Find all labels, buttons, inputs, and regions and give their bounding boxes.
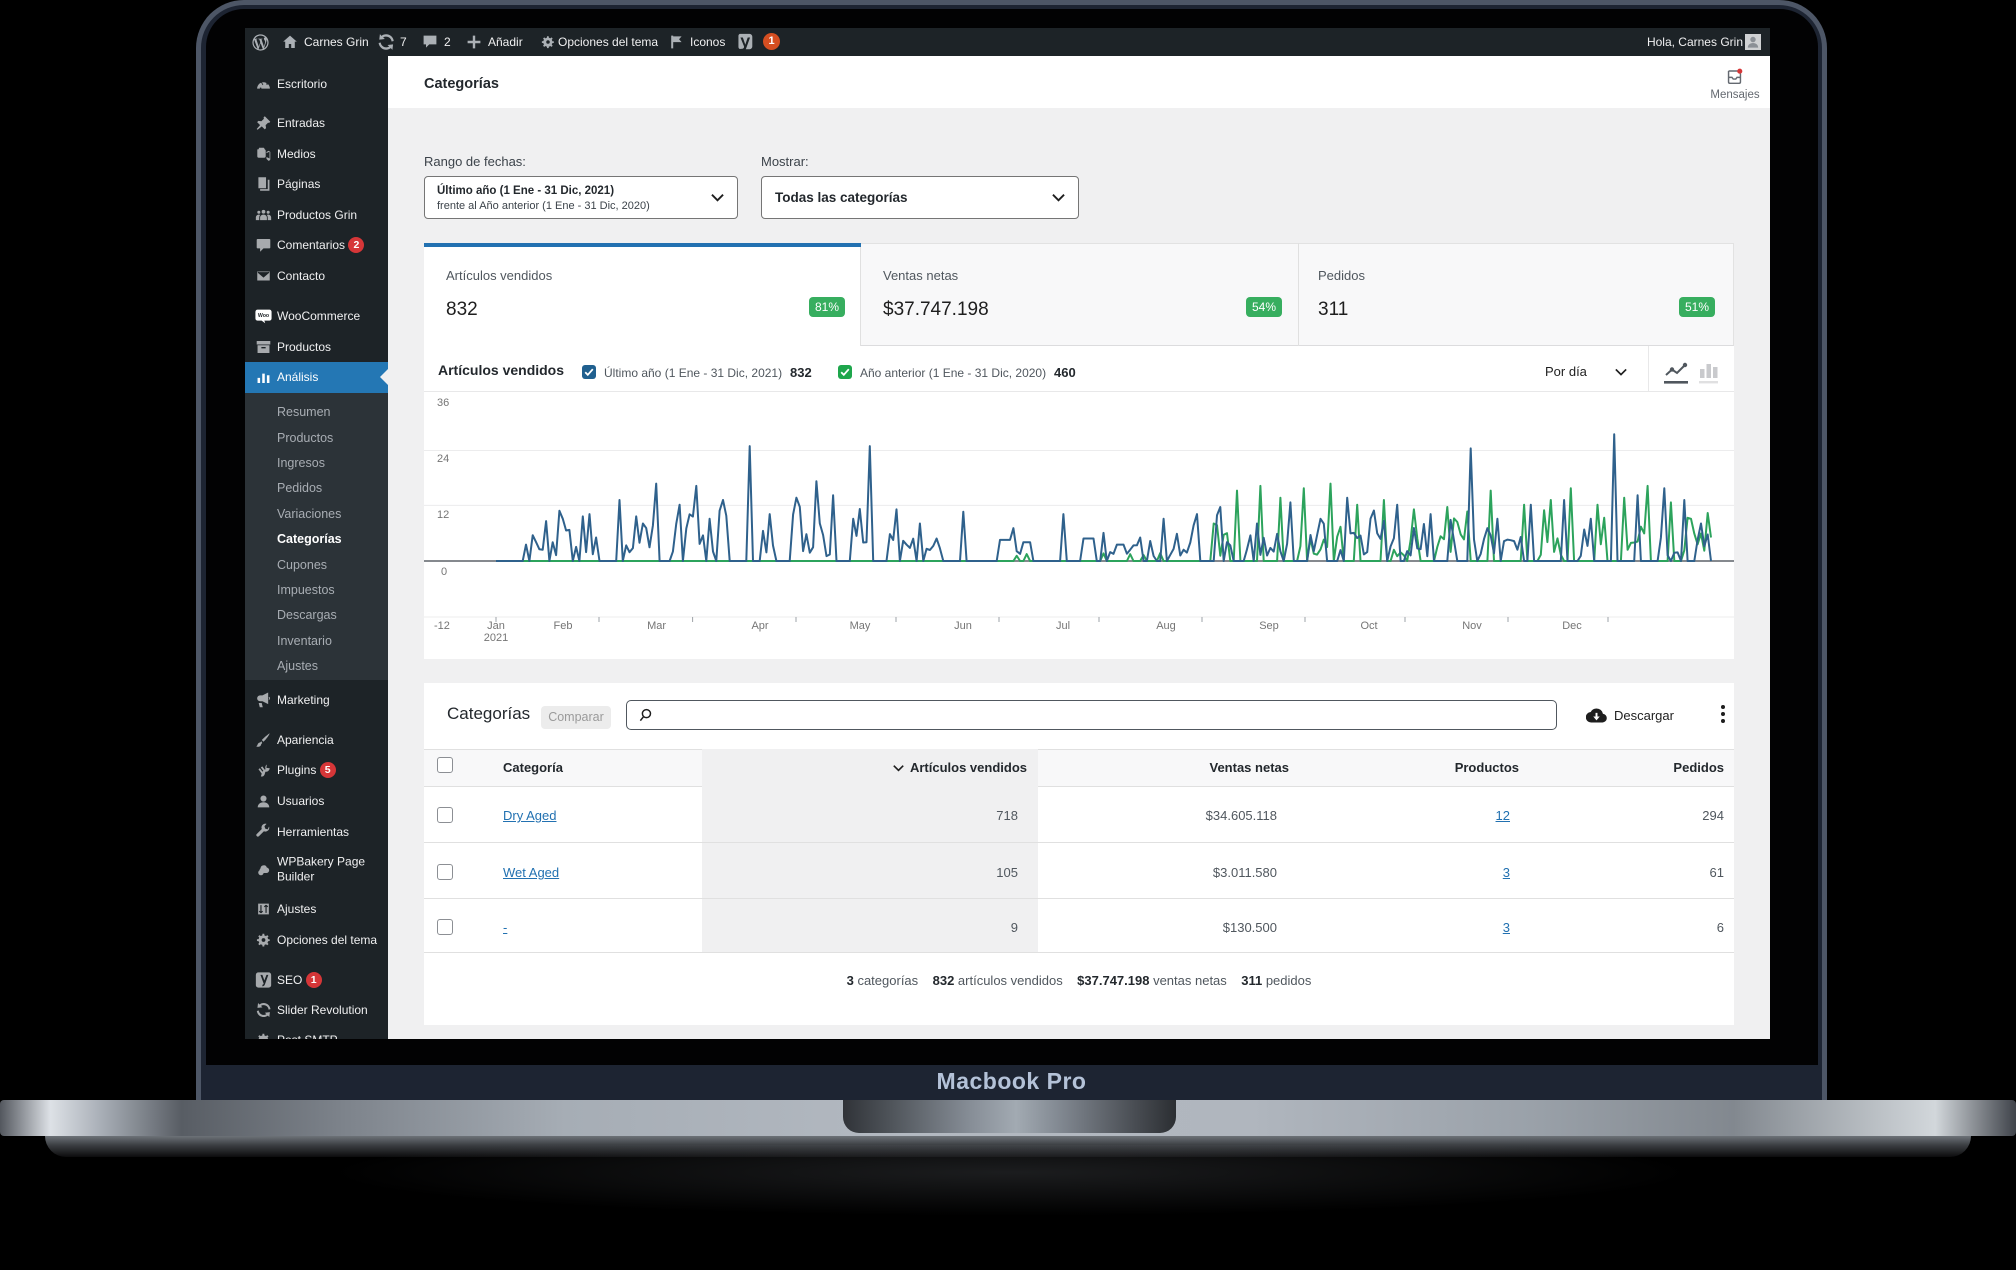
svg-text:Woo: Woo (258, 313, 270, 319)
